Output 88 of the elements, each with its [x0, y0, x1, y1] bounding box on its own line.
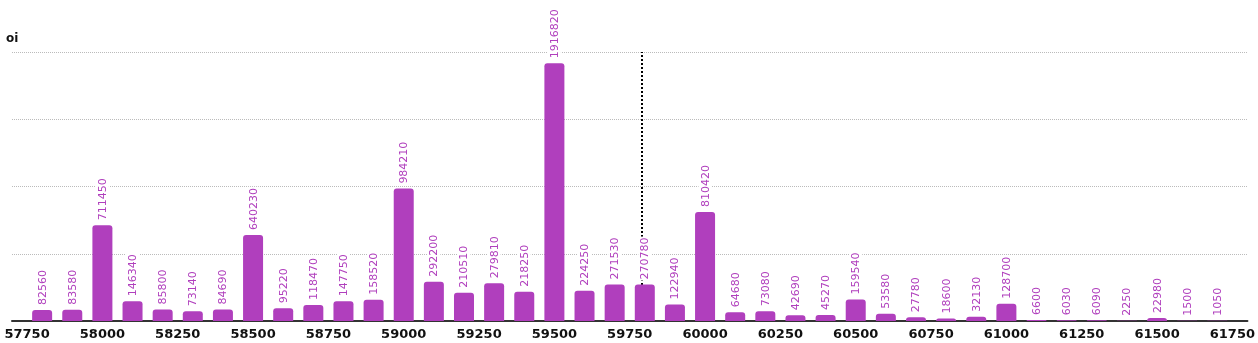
data-label: 73080 [758, 271, 772, 307]
bar [212, 309, 233, 321]
bar [303, 305, 324, 321]
data-label: 810420 [698, 165, 712, 207]
bar [634, 284, 655, 321]
x-tick-label: 58500 [230, 326, 276, 341]
x-tick-label: 60500 [833, 326, 879, 341]
data-label: 53580 [879, 273, 893, 309]
data-label: 270780 [638, 237, 652, 280]
data-label: 6030 [1060, 287, 1074, 316]
x-tick-label: 61250 [1059, 326, 1105, 341]
x-tick-label: 59750 [607, 326, 653, 341]
data-label: 1500 [1180, 287, 1194, 316]
bar [122, 301, 143, 321]
data-label: 292200 [427, 234, 441, 277]
bar [484, 283, 505, 321]
bar [604, 284, 625, 321]
data-label: 158520 [367, 252, 381, 295]
x-tick-label: 59500 [531, 326, 578, 341]
x-tick-label: 59250 [456, 326, 502, 341]
x-tick-label: 60750 [908, 326, 954, 341]
bar [574, 290, 595, 321]
x-tick-label: 61000 [983, 326, 1030, 341]
data-label: 122940 [668, 257, 682, 300]
bar [875, 313, 896, 321]
data-label: 6600 [1030, 287, 1044, 316]
bar [32, 309, 53, 321]
bar [664, 304, 685, 321]
x-tick-label: 58000 [79, 326, 126, 341]
data-label: 984210 [397, 141, 411, 184]
data-label: 18600 [939, 278, 953, 314]
bar [92, 225, 113, 321]
data-label: 146340 [126, 254, 140, 297]
bar [845, 299, 866, 321]
bar [333, 301, 354, 321]
data-label: 73140 [186, 271, 200, 307]
data-label: 82560 [35, 269, 49, 305]
x-tick-label: 57750 [4, 326, 50, 341]
bar [62, 309, 83, 321]
data-label: 271530 [608, 237, 622, 280]
y-axis-title: oi [6, 31, 19, 45]
data-label: 128700 [999, 256, 1013, 299]
bar [815, 314, 836, 321]
data-label: 6090 [1090, 287, 1104, 316]
data-label: 640230 [246, 187, 260, 230]
bar [755, 311, 776, 321]
data-label: 224250 [578, 243, 592, 286]
x-tick-label: 60250 [757, 326, 804, 341]
data-label: 45270 [819, 274, 833, 310]
data-label: 95220 [276, 268, 290, 304]
data-label: 64680 [728, 272, 742, 308]
bar [363, 299, 384, 321]
bar [695, 212, 716, 321]
data-label: 1050 [1210, 287, 1224, 316]
data-label: 159540 [849, 252, 863, 295]
data-label: 1916820 [547, 9, 561, 59]
data-label: 84690 [216, 269, 230, 305]
bar [423, 281, 444, 321]
bar [996, 303, 1017, 321]
bar [785, 315, 806, 321]
bar [182, 311, 203, 321]
bar [393, 188, 414, 321]
data-label: 118470 [306, 258, 320, 301]
bar [454, 292, 474, 321]
data-label: 210510 [457, 245, 471, 288]
data-label: 279810 [487, 236, 501, 279]
data-label: 147750 [336, 254, 350, 297]
data-label: 2250 [1120, 287, 1134, 316]
x-tick-label: 58250 [155, 326, 201, 341]
data-label: 85800 [156, 269, 170, 305]
data-label: 83580 [65, 269, 79, 305]
data-label: 711450 [95, 178, 109, 221]
bar [243, 234, 264, 321]
data-label: 218250 [517, 244, 531, 287]
data-label: 32130 [969, 276, 983, 312]
bar [544, 63, 565, 321]
x-tick-label: 61500 [1134, 326, 1180, 341]
x-tick-label: 60000 [682, 326, 728, 341]
data-label: 22980 [1150, 277, 1164, 313]
x-tick-label: 59000 [381, 326, 427, 341]
bar [514, 291, 535, 321]
bar [725, 312, 746, 321]
data-label: 27780 [909, 277, 923, 313]
bar [152, 309, 173, 321]
x-tick-label: 61750 [1209, 326, 1255, 341]
data-label: 42690 [788, 275, 802, 311]
x-tick-label: 58750 [305, 326, 352, 341]
bar [273, 308, 294, 321]
